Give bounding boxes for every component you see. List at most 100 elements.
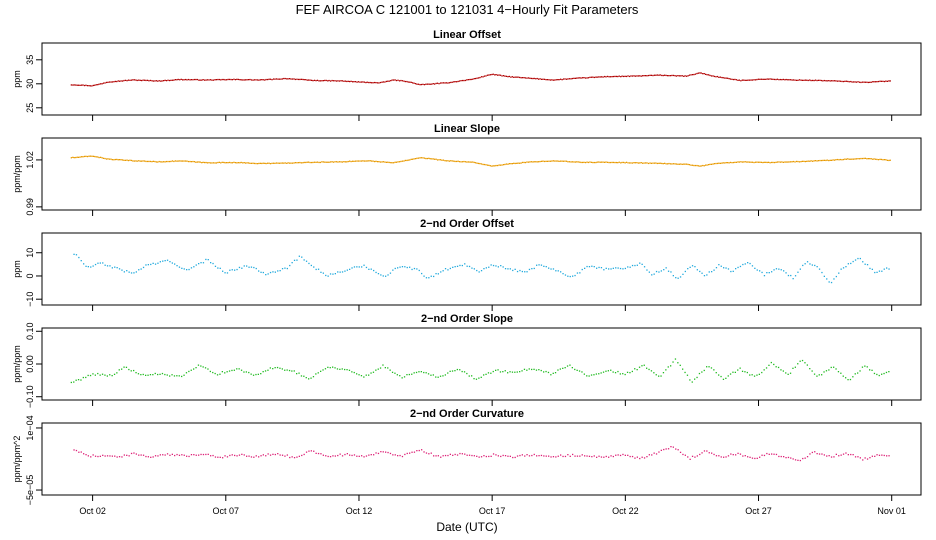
data-point bbox=[621, 75, 623, 77]
data-point bbox=[300, 78, 302, 80]
data-point bbox=[528, 368, 530, 370]
data-point bbox=[128, 271, 130, 273]
data-point bbox=[368, 268, 370, 270]
data-point bbox=[260, 373, 262, 375]
data-point bbox=[397, 267, 399, 269]
data-point bbox=[839, 158, 842, 161]
data-point bbox=[90, 456, 92, 458]
data-point bbox=[574, 455, 576, 457]
data-point bbox=[82, 156, 84, 158]
data-point bbox=[816, 453, 818, 455]
data-point bbox=[488, 455, 490, 458]
data-point bbox=[504, 455, 507, 457]
data-point bbox=[284, 77, 286, 80]
data-point bbox=[864, 81, 866, 83]
data-point bbox=[636, 162, 638, 164]
data-point bbox=[236, 368, 238, 370]
data-point bbox=[645, 162, 647, 164]
data-point bbox=[552, 160, 554, 162]
data-point bbox=[784, 161, 786, 163]
data-point bbox=[425, 452, 428, 454]
y-axis-label: ppm/ppm^2 bbox=[12, 436, 22, 483]
data-point bbox=[190, 369, 192, 371]
data-point bbox=[627, 454, 629, 456]
data-point bbox=[272, 162, 275, 164]
data-point bbox=[135, 453, 137, 455]
data-point bbox=[240, 79, 242, 81]
data-point bbox=[703, 369, 705, 372]
data-point bbox=[872, 81, 874, 83]
data-point bbox=[648, 271, 650, 273]
data-point bbox=[107, 158, 109, 160]
data-point bbox=[119, 80, 121, 82]
data-point bbox=[434, 83, 436, 85]
data-point bbox=[672, 74, 675, 77]
data-point bbox=[332, 80, 335, 82]
data-point bbox=[92, 454, 94, 456]
data-point bbox=[514, 162, 516, 165]
data-point bbox=[317, 452, 320, 455]
data-point bbox=[605, 370, 607, 372]
data-point bbox=[98, 83, 100, 85]
data-point bbox=[398, 161, 401, 163]
data-point bbox=[409, 81, 411, 83]
data-point bbox=[110, 158, 112, 160]
data-point bbox=[109, 265, 111, 267]
data-point bbox=[327, 80, 329, 82]
data-point bbox=[159, 373, 161, 375]
data-point bbox=[163, 161, 165, 163]
data-point bbox=[581, 268, 583, 271]
data-point bbox=[130, 370, 132, 372]
data-point bbox=[174, 263, 176, 265]
data-point bbox=[720, 265, 722, 267]
data-point bbox=[120, 80, 122, 82]
data-point bbox=[451, 160, 453, 162]
data-point bbox=[790, 274, 792, 277]
data-point bbox=[238, 454, 241, 456]
data-point bbox=[668, 75, 670, 77]
data-point bbox=[564, 78, 566, 80]
data-point bbox=[494, 165, 496, 167]
data-point bbox=[655, 453, 658, 455]
data-point bbox=[570, 161, 572, 163]
data-point bbox=[337, 271, 339, 273]
data-point bbox=[353, 160, 355, 162]
data-point bbox=[272, 78, 275, 80]
data-point bbox=[630, 75, 632, 77]
data-point bbox=[73, 381, 75, 383]
data-point bbox=[627, 162, 629, 164]
panel-title: Linear Slope bbox=[434, 123, 500, 135]
data-point bbox=[639, 75, 641, 77]
data-point bbox=[658, 74, 660, 76]
data-point bbox=[122, 80, 124, 82]
data-point bbox=[155, 161, 157, 163]
data-point bbox=[886, 80, 888, 82]
data-point bbox=[368, 374, 370, 376]
y-tick-label: 0.99 bbox=[25, 198, 35, 216]
data-point bbox=[593, 455, 595, 457]
data-point bbox=[456, 454, 459, 456]
data-point bbox=[807, 79, 809, 82]
data-point bbox=[460, 161, 462, 163]
data-point bbox=[365, 81, 367, 84]
data-point bbox=[780, 369, 782, 371]
data-point bbox=[763, 275, 766, 277]
data-point bbox=[82, 84, 84, 86]
data-point bbox=[222, 270, 224, 272]
data-point bbox=[591, 456, 593, 458]
data-point bbox=[746, 79, 748, 81]
data-point bbox=[432, 83, 434, 85]
data-point bbox=[753, 79, 755, 81]
data-point bbox=[693, 164, 695, 167]
data-point bbox=[617, 454, 619, 456]
data-point bbox=[418, 449, 420, 452]
data-point bbox=[334, 161, 336, 163]
data-point bbox=[682, 368, 684, 370]
data-point bbox=[629, 455, 631, 458]
data-point bbox=[821, 453, 823, 455]
data-point bbox=[631, 455, 634, 458]
data-point bbox=[180, 160, 182, 162]
data-point bbox=[111, 159, 113, 161]
data-point bbox=[411, 451, 413, 453]
data-point bbox=[804, 79, 806, 81]
